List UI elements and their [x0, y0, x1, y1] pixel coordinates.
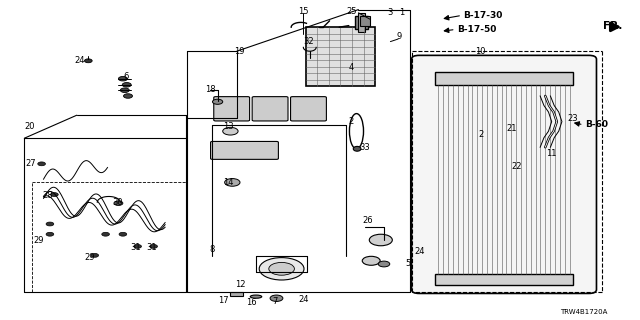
Text: 7: 7: [273, 297, 278, 306]
Circle shape: [120, 88, 129, 92]
Circle shape: [269, 262, 294, 275]
Circle shape: [124, 94, 132, 98]
Circle shape: [119, 232, 127, 236]
Text: 17: 17: [218, 296, 228, 305]
Text: 24: 24: [74, 56, 84, 65]
Circle shape: [259, 258, 304, 280]
Bar: [435, 274, 573, 285]
Text: 29: 29: [33, 236, 44, 245]
Text: 8: 8: [210, 245, 215, 254]
Text: 16: 16: [246, 298, 257, 307]
Text: 21: 21: [507, 124, 517, 132]
Text: 25: 25: [346, 7, 356, 16]
Bar: [358, 13, 365, 32]
Text: 22: 22: [512, 162, 522, 171]
Text: 32: 32: [303, 37, 314, 46]
Circle shape: [270, 295, 283, 301]
Circle shape: [362, 256, 380, 265]
Circle shape: [46, 232, 54, 236]
Bar: [355, 16, 368, 29]
Text: B-17-30: B-17-30: [463, 11, 503, 20]
Bar: [306, 27, 375, 86]
Bar: [360, 16, 370, 26]
Circle shape: [114, 201, 123, 205]
Circle shape: [102, 232, 109, 236]
Text: 24: 24: [415, 247, 425, 256]
Text: 4: 4: [349, 63, 354, 72]
Ellipse shape: [250, 295, 262, 298]
Text: FR.: FR.: [603, 21, 622, 31]
Circle shape: [38, 162, 45, 166]
Text: 2: 2: [479, 130, 484, 139]
Text: 14: 14: [223, 178, 233, 187]
Text: 23: 23: [568, 114, 579, 123]
Text: 9: 9: [397, 32, 402, 41]
Text: 1: 1: [399, 8, 404, 17]
Ellipse shape: [353, 147, 361, 151]
Text: 30: 30: [112, 198, 123, 207]
Text: TRW4B1720A: TRW4B1720A: [560, 309, 607, 315]
Circle shape: [122, 83, 131, 87]
Text: 10: 10: [475, 47, 485, 56]
Text: 11: 11: [547, 149, 557, 158]
Circle shape: [150, 244, 157, 248]
Text: 2: 2: [348, 117, 353, 126]
FancyBboxPatch shape: [211, 141, 278, 159]
Text: 3: 3: [388, 8, 393, 17]
Text: 26: 26: [362, 216, 373, 225]
Circle shape: [84, 59, 92, 63]
Text: 20: 20: [24, 122, 35, 131]
Text: 31: 31: [131, 243, 141, 252]
Circle shape: [225, 179, 240, 186]
Text: 5: 5: [406, 259, 411, 268]
Text: 24: 24: [298, 295, 308, 304]
Text: 27: 27: [26, 159, 36, 168]
Bar: [435, 72, 573, 85]
Circle shape: [378, 261, 390, 267]
Text: 29: 29: [84, 253, 95, 262]
Text: 31: 31: [147, 243, 157, 252]
Text: 19: 19: [234, 47, 244, 56]
Text: 33: 33: [360, 143, 371, 152]
FancyBboxPatch shape: [291, 97, 326, 121]
Text: 13: 13: [223, 122, 234, 131]
Text: 6: 6: [124, 72, 129, 81]
FancyBboxPatch shape: [412, 55, 596, 293]
Text: 12: 12: [235, 280, 245, 289]
Circle shape: [369, 234, 392, 246]
FancyBboxPatch shape: [214, 97, 250, 121]
Text: B-17-50: B-17-50: [458, 25, 497, 34]
Circle shape: [91, 253, 99, 257]
Circle shape: [212, 99, 223, 104]
Text: B-60: B-60: [585, 120, 608, 129]
Circle shape: [223, 127, 238, 135]
Circle shape: [134, 244, 141, 248]
Bar: [230, 292, 243, 296]
Circle shape: [46, 222, 54, 226]
Text: 28: 28: [42, 191, 53, 200]
Text: 15: 15: [298, 7, 308, 16]
Text: 18: 18: [205, 85, 216, 94]
Circle shape: [118, 76, 127, 81]
Circle shape: [51, 193, 58, 196]
FancyBboxPatch shape: [252, 97, 288, 121]
